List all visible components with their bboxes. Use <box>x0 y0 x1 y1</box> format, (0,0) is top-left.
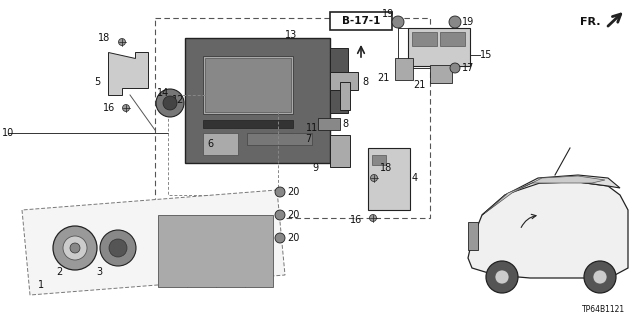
Circle shape <box>495 270 509 284</box>
Bar <box>168 95 278 195</box>
Polygon shape <box>482 175 620 215</box>
Bar <box>330 72 358 90</box>
Text: 20: 20 <box>287 210 300 220</box>
Text: 9: 9 <box>312 163 318 173</box>
Text: 3: 3 <box>96 267 102 277</box>
Circle shape <box>593 270 607 284</box>
Bar <box>158 215 273 287</box>
Bar <box>330 12 392 30</box>
Text: 7: 7 <box>305 134 311 144</box>
Bar <box>203 133 238 155</box>
Text: 15: 15 <box>480 50 492 60</box>
Circle shape <box>53 226 97 270</box>
Bar <box>412 32 437 46</box>
Circle shape <box>275 187 285 197</box>
Circle shape <box>584 261 616 293</box>
Circle shape <box>122 105 129 111</box>
Circle shape <box>63 236 87 260</box>
Text: 2: 2 <box>56 267 62 277</box>
Circle shape <box>70 243 80 253</box>
Text: 21: 21 <box>413 80 426 90</box>
Text: 14: 14 <box>157 88 169 98</box>
Text: 19: 19 <box>381 9 394 19</box>
Circle shape <box>486 261 518 293</box>
Text: 4: 4 <box>412 173 418 183</box>
Polygon shape <box>485 176 605 213</box>
Bar <box>440 32 465 46</box>
Bar <box>247 133 312 145</box>
Text: 8: 8 <box>362 77 368 87</box>
Text: 18: 18 <box>98 33 110 43</box>
Bar <box>430 65 452 83</box>
Text: FR.: FR. <box>580 17 600 27</box>
Bar <box>340 82 350 110</box>
Text: 16: 16 <box>103 103 115 113</box>
Text: 20: 20 <box>287 233 300 243</box>
Bar <box>368 148 410 210</box>
Bar <box>205 58 291 112</box>
Circle shape <box>109 239 127 257</box>
Circle shape <box>275 233 285 243</box>
Text: 21: 21 <box>378 73 390 83</box>
Circle shape <box>369 214 376 221</box>
Bar <box>155 18 430 218</box>
Bar <box>203 120 293 128</box>
Text: TP64B1121: TP64B1121 <box>582 306 625 315</box>
Text: 19: 19 <box>462 17 474 27</box>
Circle shape <box>371 174 378 181</box>
Text: B-17-1: B-17-1 <box>342 16 380 26</box>
Bar <box>330 135 350 167</box>
Bar <box>408 28 470 66</box>
Polygon shape <box>108 52 148 95</box>
Text: 18: 18 <box>380 163 392 173</box>
Text: 17: 17 <box>462 63 474 73</box>
Circle shape <box>450 63 460 73</box>
Text: 6: 6 <box>207 139 213 149</box>
Bar <box>185 38 330 163</box>
Circle shape <box>156 89 184 117</box>
Bar <box>395 58 413 80</box>
Bar <box>318 118 340 130</box>
Circle shape <box>163 96 177 110</box>
Polygon shape <box>468 182 628 278</box>
Bar <box>203 56 293 114</box>
Circle shape <box>118 38 125 45</box>
Circle shape <box>449 16 461 28</box>
Bar <box>330 88 348 113</box>
Text: 13: 13 <box>285 30 297 40</box>
Text: 10: 10 <box>2 128 14 138</box>
Text: 8: 8 <box>342 119 348 129</box>
Circle shape <box>100 230 136 266</box>
Circle shape <box>275 210 285 220</box>
Text: 16: 16 <box>349 215 362 225</box>
Text: 1: 1 <box>38 280 44 290</box>
Text: 20: 20 <box>287 187 300 197</box>
Polygon shape <box>22 190 285 295</box>
Bar <box>330 48 348 78</box>
Text: 11: 11 <box>306 123 318 133</box>
Text: 12: 12 <box>172 95 184 105</box>
Text: 5: 5 <box>93 77 100 87</box>
Circle shape <box>392 16 404 28</box>
Bar <box>372 155 386 165</box>
Bar <box>468 222 478 250</box>
